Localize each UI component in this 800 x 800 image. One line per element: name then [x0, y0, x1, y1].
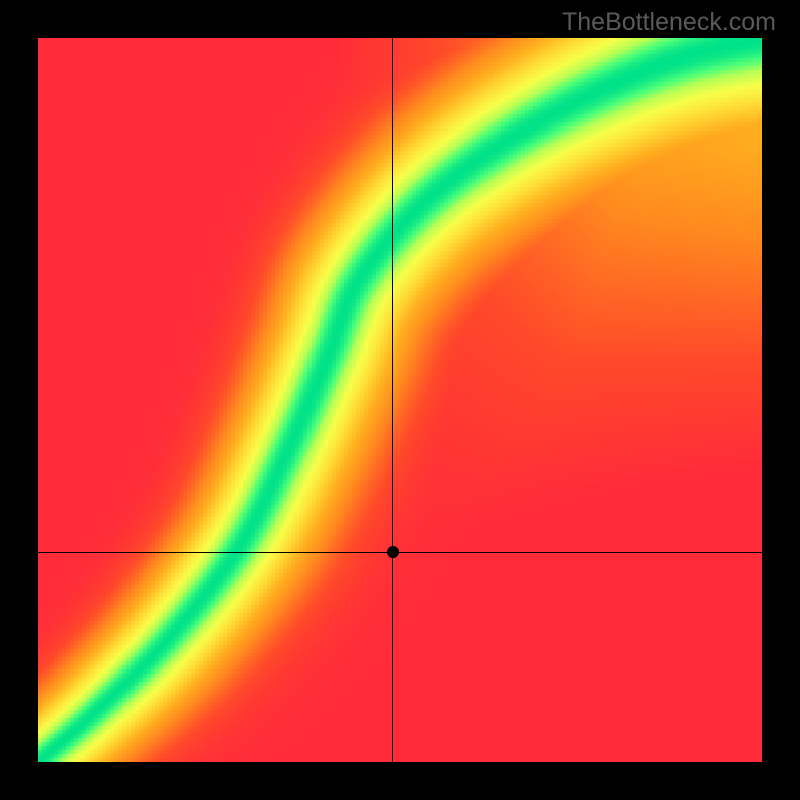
crosshair-vertical	[392, 38, 393, 762]
crosshair-horizontal	[38, 552, 762, 553]
crosshair-marker	[387, 546, 399, 558]
chart-container: { "watermark_text": "TheBottleneck.com",…	[0, 0, 800, 800]
watermark-text: TheBottleneck.com	[562, 8, 776, 37]
heatmap-canvas	[38, 38, 762, 762]
